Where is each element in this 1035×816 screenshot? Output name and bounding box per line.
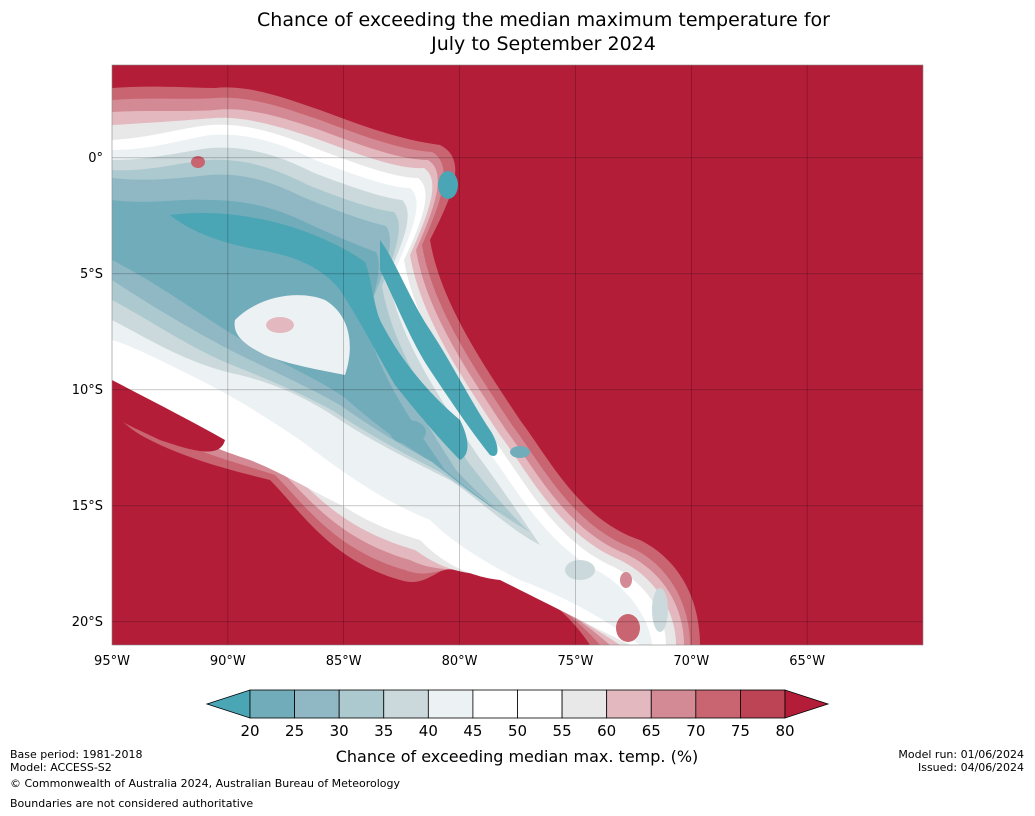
field-pink-spot-4 bbox=[620, 572, 632, 588]
colorbar-extend-low bbox=[205, 689, 251, 719]
footer-copyright: © Commonwealth of Australia 2024, Austra… bbox=[10, 777, 400, 790]
colorbar-segment bbox=[650, 689, 697, 719]
colorbar-label: Chance of exceeding median max. temp. (%… bbox=[336, 747, 699, 766]
colorbar-segment bbox=[517, 689, 563, 719]
colorbar-tick-label: 55 bbox=[553, 722, 572, 740]
colorbar-tick-label: 60 bbox=[597, 722, 616, 740]
colorbar-segment bbox=[740, 689, 786, 719]
footer-boundaries: Boundaries are not considered authoritat… bbox=[10, 797, 254, 810]
footer-model: Model: ACCESS-S2 bbox=[10, 761, 112, 774]
colorbar-tick-label: 20 bbox=[240, 722, 259, 740]
colorbar-tick-label: 75 bbox=[731, 722, 750, 740]
x-tick-label: 95°W bbox=[94, 654, 130, 669]
gridlines bbox=[112, 65, 923, 645]
colorbar-segment bbox=[294, 689, 340, 719]
field-blue-coast bbox=[380, 240, 498, 456]
colorbar-tick-label: 40 bbox=[419, 722, 438, 740]
field-red-intrusion bbox=[112, 380, 225, 452]
y-axis-ticks: 0° 5°S 10°S 15°S 20°S bbox=[72, 151, 103, 630]
colorbar-tick-label: 35 bbox=[374, 722, 393, 740]
field-pink-spot-3 bbox=[616, 614, 640, 642]
field-grey-spot-2 bbox=[565, 560, 595, 580]
x-tick-label: 75°W bbox=[557, 654, 593, 669]
y-tick-label: 5°S bbox=[80, 267, 103, 282]
footer-issued: Issued: 04/06/2024 bbox=[917, 761, 1024, 774]
x-tick-label: 65°W bbox=[789, 654, 825, 669]
y-tick-label: 10°S bbox=[72, 383, 103, 398]
y-tick-label: 20°S bbox=[72, 615, 103, 630]
colorbar-segment bbox=[561, 689, 608, 719]
field-pink-spot-1 bbox=[266, 317, 294, 333]
colorbar-tick-label: 70 bbox=[686, 722, 705, 740]
footer-model-run: Model run: 01/06/2024 bbox=[898, 748, 1024, 761]
x-tick-label: 90°W bbox=[210, 654, 246, 669]
y-tick-label: 0° bbox=[88, 151, 103, 166]
colorbar-segment bbox=[249, 689, 295, 719]
chart-title: Chance of exceeding the median maximum t… bbox=[0, 8, 1035, 56]
x-tick-label: 85°W bbox=[326, 654, 362, 669]
field-blue-spot-1 bbox=[438, 171, 458, 199]
colorbar-ticks: 20 25 30 35 40 45 50 55 60 65 70 75 80 bbox=[240, 722, 794, 740]
title-line-1: Chance of exceeding the median maximum t… bbox=[257, 9, 830, 31]
colorbar-segment bbox=[472, 689, 518, 719]
colorbar-tick-label: 65 bbox=[642, 722, 661, 740]
field-blue-spot-2 bbox=[390, 420, 426, 444]
title-line-2: July to September 2024 bbox=[431, 33, 656, 55]
colorbar-tick-label: 50 bbox=[508, 722, 527, 740]
field-pink-spot-2 bbox=[191, 156, 205, 168]
colorbar-segments bbox=[205, 689, 830, 719]
x-tick-label: 80°W bbox=[442, 654, 478, 669]
y-tick-label: 15°S bbox=[72, 499, 103, 514]
colorbar-segment bbox=[383, 689, 429, 719]
colorbar-tick-label: 45 bbox=[463, 722, 482, 740]
x-axis-ticks: 95°W 90°W 85°W 80°W 75°W 70°W 65°W bbox=[94, 654, 825, 669]
colorbar-segment bbox=[338, 689, 385, 719]
x-tick-label: 70°W bbox=[673, 654, 709, 669]
field-band-20 bbox=[170, 213, 468, 460]
colorbar-tick-label: 80 bbox=[775, 722, 794, 740]
map-field bbox=[112, 65, 923, 645]
colorbar-tick-label: 25 bbox=[285, 722, 304, 740]
footer-base-period: Base period: 1981-2018 bbox=[10, 748, 143, 761]
map-frame bbox=[111, 64, 924, 646]
field-grey-spot bbox=[652, 588, 668, 632]
colorbar-segment bbox=[606, 689, 652, 719]
colorbar-segment bbox=[695, 689, 741, 719]
colorbar-extend-high bbox=[784, 689, 830, 719]
field-pale-pocket bbox=[234, 295, 350, 375]
field-blue-spot-3 bbox=[510, 446, 530, 458]
colorbar-segment bbox=[427, 689, 474, 719]
colorbar-tick-label: 30 bbox=[330, 722, 349, 740]
